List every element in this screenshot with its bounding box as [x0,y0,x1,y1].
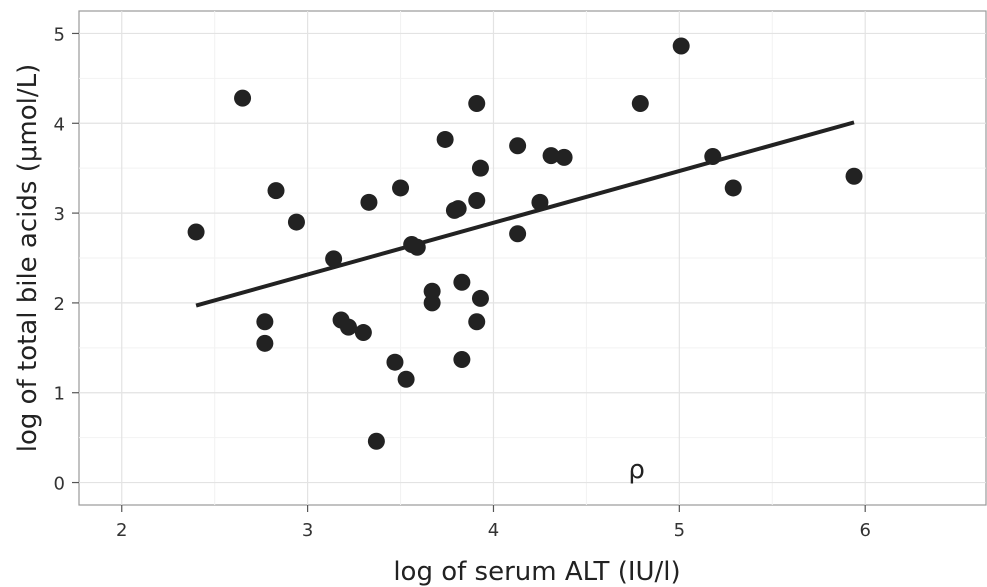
data-point [423,282,441,300]
data-point [471,159,489,177]
data-point [509,137,527,155]
data-point [267,182,285,200]
data-point [386,353,404,371]
data-point [555,148,573,166]
data-point [531,193,549,211]
data-point [704,148,722,166]
y-tick-label: 2 [54,294,65,315]
x-axis-title: log of serum ALT (IU/l) [393,557,680,587]
data-point [423,294,441,312]
x-axis-ticks: 2 3 4 5 6 [116,505,871,541]
x-tick-label: 2 [116,520,127,541]
x-tick-label: 5 [674,520,685,541]
data-point [256,334,274,352]
data-point [397,370,415,388]
data-point [436,130,454,148]
data-point [468,192,486,210]
y-axis-ticks: 0 1 2 3 4 5 [54,24,79,495]
data-points [187,37,863,450]
x-tick-label: 6 [859,520,870,541]
data-point [672,37,690,55]
data-point [509,225,527,243]
data-point [453,350,471,368]
regression-line-layer [195,120,855,308]
data-point [367,432,385,450]
data-point [287,213,305,231]
regression-line [195,120,855,308]
data-point [408,238,426,256]
data-point [234,89,252,107]
annotations: ρ [628,455,645,485]
data-point [256,313,274,331]
data-point [360,193,378,211]
data-point [468,313,486,331]
data-point [631,95,649,113]
data-point [339,318,357,336]
x-tick-label: 3 [302,520,313,541]
y-tick-label: 5 [54,24,65,45]
y-tick-label: 3 [54,204,65,225]
annotation-label: ρ [628,455,645,485]
data-point [354,324,372,342]
data-point [392,179,410,197]
data-point [453,273,471,291]
data-point [724,179,742,197]
data-point [449,200,467,218]
data-point [845,167,863,185]
data-point [187,223,205,241]
data-point [471,289,489,307]
data-point [542,147,560,165]
y-axis-title: log of total bile acids (μmol/L) [13,64,43,452]
data-point [468,95,486,113]
data-point [325,250,343,268]
y-tick-label: 4 [54,114,65,135]
y-tick-label: 0 [54,474,65,495]
y-tick-label: 1 [54,384,65,405]
x-tick-label: 4 [488,520,499,541]
